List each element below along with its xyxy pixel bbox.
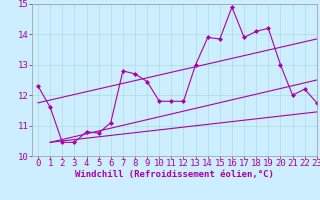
X-axis label: Windchill (Refroidissement éolien,°C): Windchill (Refroidissement éolien,°C) — [75, 170, 274, 179]
